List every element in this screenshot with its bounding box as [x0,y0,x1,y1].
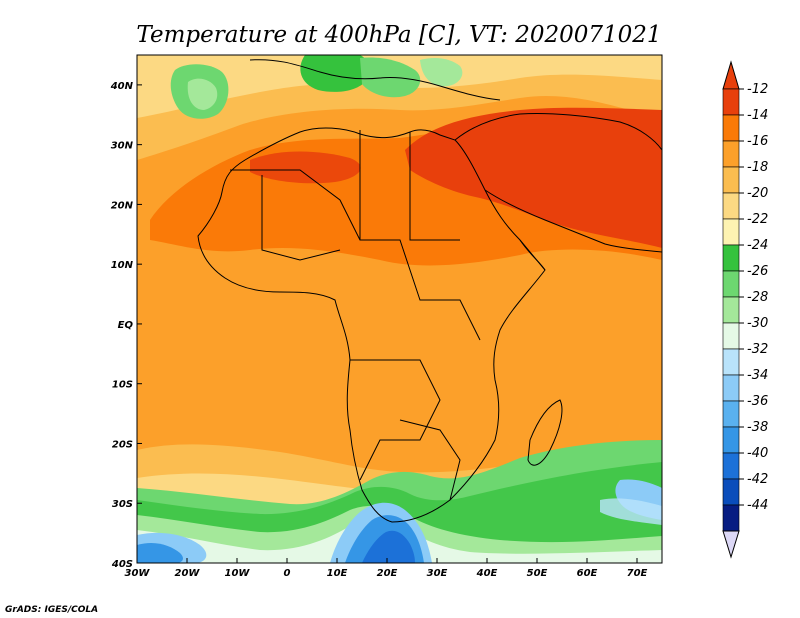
map-frame [136,54,663,564]
colorbar-label: -16 [747,134,768,149]
colorbar-label: -28 [747,290,768,305]
colorbar-swatch [722,348,740,376]
x-tick-label: 70E [627,568,648,579]
colorbar-label: -36 [747,394,768,409]
colorbar-label: -44 [747,498,768,513]
colorbar-swatch [722,374,740,402]
colorbar-swatch [722,218,740,246]
x-tick-label: 60E [577,568,598,579]
figure-title: Temperature at 400hPa [C], VT: 202007102… [136,22,661,48]
y-tick-label: 10N [111,260,134,271]
y-tick-label: EQ [118,320,134,331]
colorbar-label: -38 [747,420,768,435]
colorbar-label: -40 [747,446,768,461]
y-tick-label: 20S [112,439,133,450]
grads-credit: GrADS: IGES/COLA [5,605,98,615]
colorbar-label: -14 [747,108,768,123]
x-tick-label: 10E [327,568,348,579]
x-tick-label: 30W [125,568,151,579]
colorbar-swatch [722,478,740,506]
latitude-axis: 40N 30N 20N 10N EQ 10S 20S 30S 40S [110,81,142,570]
y-tick-label: 30S [112,499,133,510]
coastlines [197,59,662,523]
colorbar-swatch [722,452,740,480]
x-tick-label: 10W [225,568,251,579]
x-tick-label: 20E [377,568,398,579]
colorbar: -12 -14 -16 -18 -20 -22 -24 -26 -28 -30 -32 -34 -36 -… [722,60,768,559]
x-tick-label: 50E [527,568,548,579]
colorbar-swatch [722,140,740,168]
colorbar-label: -22 [747,212,768,227]
y-tick-label: 20N [111,200,134,211]
x-tick-label: 30E [427,568,448,579]
colorbar-top-arrow [722,60,740,90]
colorbar-swatch [722,192,740,220]
colorbar-swatch [722,400,740,428]
temperature-field [137,55,662,563]
colorbar-label: -20 [747,186,768,201]
colorbar-swatch [722,296,740,324]
colorbar-swatch [722,504,740,532]
longitude-axis: 30W 20W 10W 0 10E 20E 30E 40E 50E 60E 70E [125,558,648,579]
colorbar-swatch [722,270,740,298]
colorbar-bottom-arrow [722,530,740,559]
x-tick-label: 0 [284,568,291,579]
y-tick-label: 40N [110,81,134,92]
colorbar-swatch [722,88,740,116]
colorbar-label: -32 [747,342,768,357]
x-tick-label: 40E [476,568,498,579]
colorbar-label: -24 [747,238,768,253]
colorbar-label: -30 [747,316,768,331]
colorbar-swatch [722,426,740,454]
colorbar-label: -18 [747,160,768,175]
colorbar-swatch [722,322,740,350]
colorbar-label: -34 [747,368,768,383]
colorbar-label: -26 [747,264,768,279]
colorbar-swatch [722,114,740,142]
x-tick-label: 20W [175,568,201,579]
colorbar-label: -12 [747,82,768,97]
colorbar-swatch [722,244,740,272]
colorbar-swatch [722,166,740,194]
y-tick-label: 40S [111,559,133,570]
y-tick-label: 30N [111,141,134,152]
colorbar-label: -42 [747,472,768,487]
y-tick-label: 10S [112,380,133,391]
